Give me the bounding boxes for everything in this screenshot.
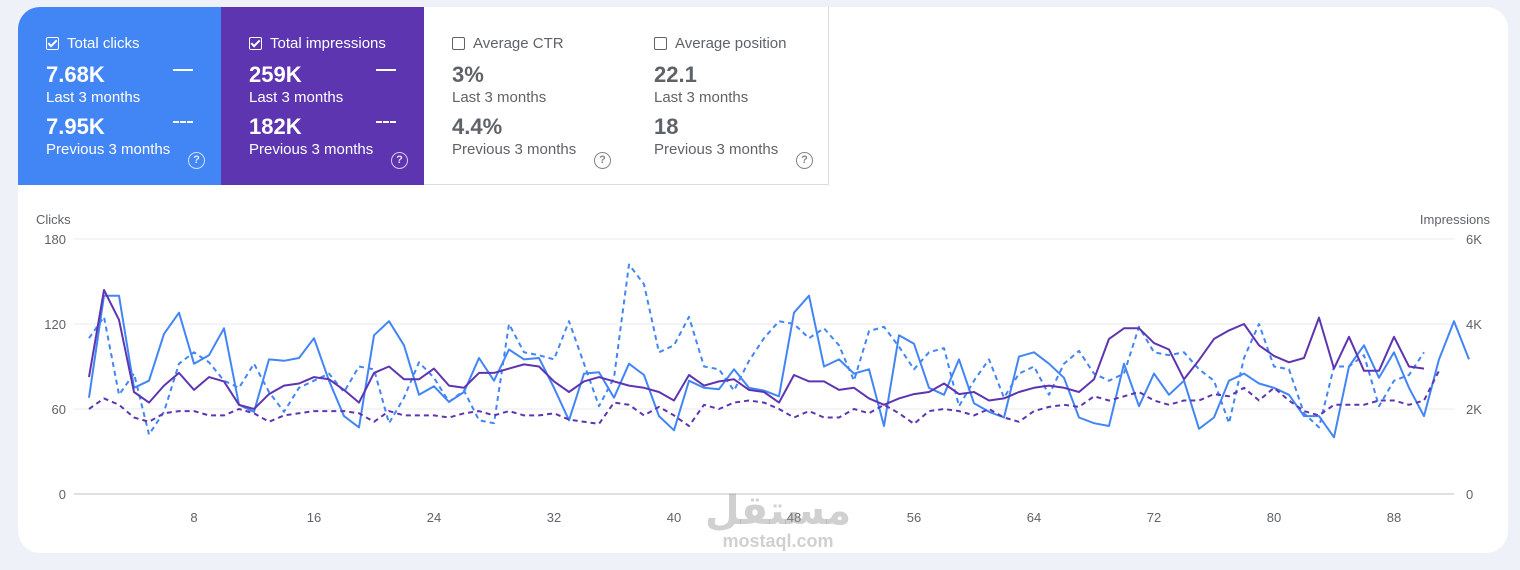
series-line <box>88 289 1425 410</box>
metric-value: 7.68K <box>46 62 105 87</box>
right-axis-tick: 0 <box>1466 487 1473 502</box>
x-axis-tick: 88 <box>1387 510 1401 525</box>
series-line <box>88 294 1470 439</box>
solid-line-legend-icon <box>173 69 193 71</box>
solid-line-legend-icon <box>376 69 396 71</box>
metric-label: Total clicks <box>67 35 140 52</box>
watermark-latin: mostaql.com <box>722 531 834 551</box>
x-axis-tick: 8 <box>190 510 197 525</box>
metric-value: 22.1 <box>654 62 697 87</box>
watermark-arabic: مستقل <box>704 489 852 533</box>
checkbox-unchecked-icon[interactable] <box>452 37 465 50</box>
metric-period: Last 3 months <box>249 89 344 106</box>
checkbox-checked-icon[interactable] <box>46 37 59 50</box>
checkbox-unchecked-icon[interactable] <box>654 37 667 50</box>
dashed-line-legend-icon <box>376 121 396 123</box>
right-axis-tick: 4K <box>1466 317 1482 332</box>
metric-period: Last 3 months <box>654 89 749 106</box>
left-axis-tick: 0 <box>59 487 66 502</box>
watermark: مستقل mostaql.com <box>683 491 873 551</box>
left-axis-tick: 120 <box>44 317 66 332</box>
metric-period: Last 3 months <box>46 89 141 106</box>
metric-label: Average CTR <box>473 35 564 52</box>
x-axis-tick: 80 <box>1267 510 1281 525</box>
metric-prev-value: 182K <box>249 114 302 139</box>
metric-prev-value: 4.4% <box>452 114 503 139</box>
checkbox-checked-icon[interactable] <box>249 37 262 50</box>
help-icon[interactable]: ? <box>796 152 813 169</box>
performance-chart[interactable]: Clicks Impressions 180 6K 120 4K 60 2K 0 0 8 16 24… <box>18 193 1508 553</box>
chart-grid <box>74 238 1454 495</box>
x-axis-tick: 40 <box>667 510 681 525</box>
right-axis-label: Impressions <box>1420 212 1491 227</box>
x-axis-tick: 24 <box>427 510 441 525</box>
x-axis-tick: 56 <box>907 510 921 525</box>
metric-label: Average position <box>675 35 787 52</box>
metric-prev-period: Previous 3 months <box>654 141 779 158</box>
series-line <box>88 370 1440 427</box>
metric-prev-period: Previous 3 months <box>452 141 577 158</box>
metric-card-total-impressions[interactable]: Total impressions 259K Last 3 months 182… <box>221 7 424 185</box>
metric-card-average-position[interactable]: Average position 22.1 Last 3 months 18 P… <box>626 7 829 185</box>
metric-header[interactable]: Total clicks <box>46 35 140 52</box>
metric-prev-period: Previous 3 months <box>249 141 374 158</box>
left-axis-tick: 180 <box>44 232 66 247</box>
metric-header[interactable]: Average CTR <box>452 35 564 52</box>
metric-header[interactable]: Total impressions <box>249 35 386 52</box>
right-axis-tick: 6K <box>1466 232 1482 247</box>
x-axis-tick: 16 <box>307 510 321 525</box>
metric-prev-value: 18 <box>654 114 679 139</box>
metric-prev-value: 7.95K <box>46 114 105 139</box>
x-axis-tick: 32 <box>547 510 561 525</box>
metric-value: 259K <box>249 62 302 87</box>
metric-card-total-clicks[interactable]: Total clicks 7.68K Last 3 months 7.95K P… <box>18 7 221 185</box>
help-icon[interactable]: ? <box>594 152 611 169</box>
metric-card-average-ctr[interactable]: Average CTR 3% Last 3 months 4.4% Previo… <box>424 7 627 185</box>
left-axis-tick: 60 <box>52 402 66 417</box>
left-axis-label: Clicks <box>36 212 71 227</box>
metric-header[interactable]: Average position <box>654 35 786 52</box>
dashed-line-legend-icon <box>173 121 193 123</box>
chart-series <box>88 263 1470 439</box>
metric-label: Total impressions <box>270 35 386 52</box>
metric-value: 3% <box>452 62 484 87</box>
right-axis-tick: 2K <box>1466 402 1482 417</box>
x-axis-tick: 48 <box>787 510 801 525</box>
help-icon[interactable]: ? <box>391 152 408 169</box>
x-axis-tick: 72 <box>1147 510 1161 525</box>
metric-prev-period: Previous 3 months <box>46 141 171 158</box>
x-axis-tick: 64 <box>1027 510 1041 525</box>
help-icon[interactable]: ? <box>188 152 205 169</box>
metric-period: Last 3 months <box>452 89 547 106</box>
chart-tick-labels: 180 6K 120 4K 60 2K 0 0 8 16 24 32 40 48 56 64 72 80 88 <box>44 232 1482 525</box>
performance-panel: Total clicks 7.68K Last 3 months 7.95K P… <box>18 7 1508 553</box>
